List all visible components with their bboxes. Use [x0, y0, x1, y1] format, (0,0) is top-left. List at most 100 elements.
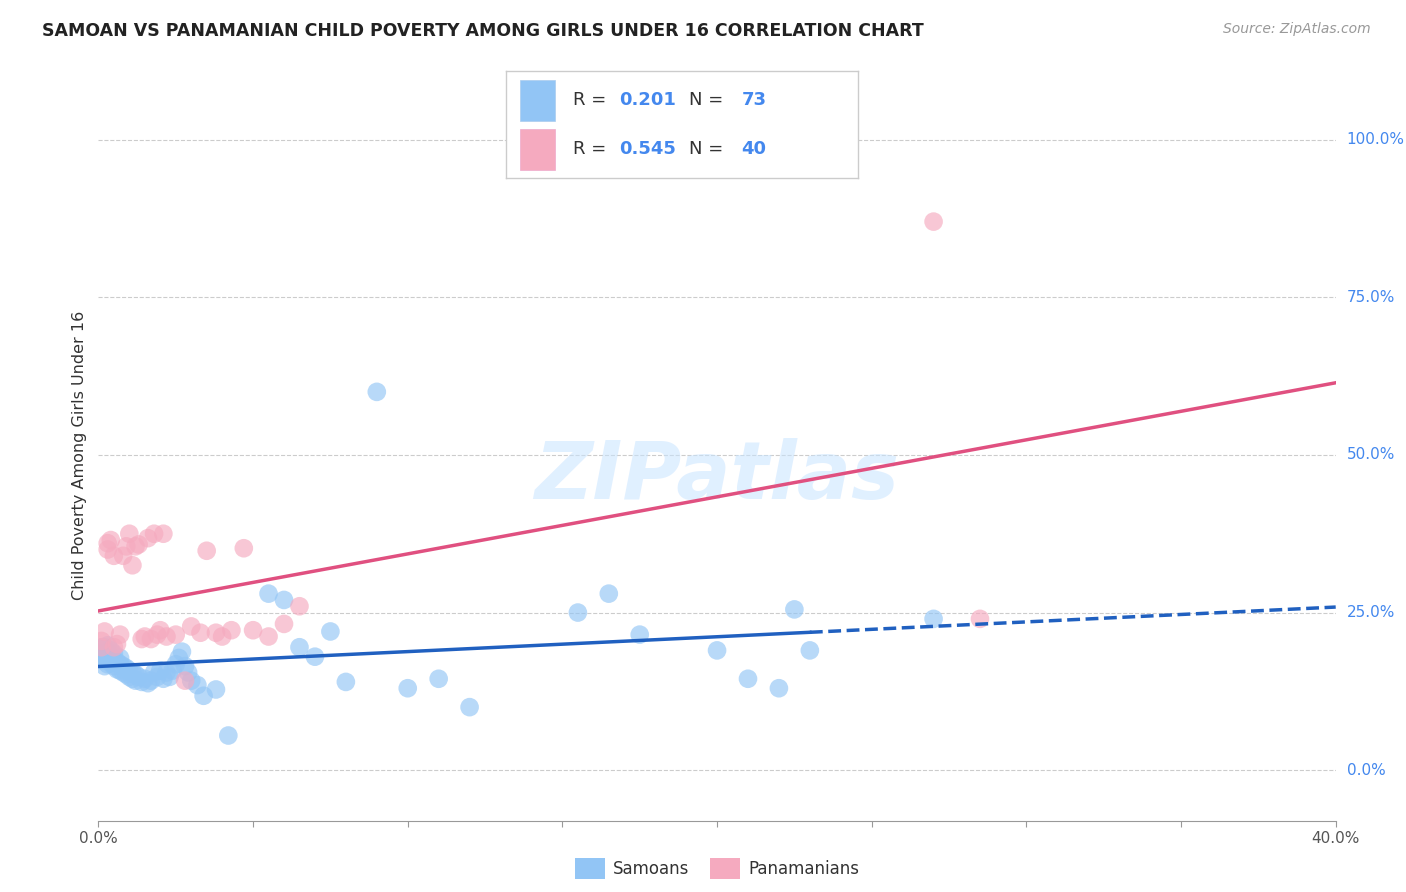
Point — [458, 700, 481, 714]
Point — [97, 542, 120, 557]
Point — [136, 531, 159, 545]
Point — [139, 632, 162, 646]
Point — [90, 640, 112, 655]
Point — [155, 630, 177, 644]
Point — [112, 665, 135, 680]
Point — [131, 632, 153, 646]
Point — [134, 630, 156, 644]
Point — [143, 526, 166, 541]
Point — [134, 672, 156, 686]
Point — [118, 526, 141, 541]
Point — [105, 637, 128, 651]
Point — [273, 593, 295, 607]
Point — [969, 612, 991, 626]
Point — [170, 645, 193, 659]
Point — [257, 630, 280, 644]
Text: N =: N = — [689, 91, 728, 109]
Point — [121, 672, 143, 686]
Text: R =: R = — [574, 141, 612, 159]
Point — [706, 643, 728, 657]
Point — [131, 674, 153, 689]
Point — [221, 624, 243, 638]
Point — [93, 653, 115, 667]
Point — [232, 541, 254, 556]
FancyBboxPatch shape — [520, 129, 555, 169]
Legend: Samoans, Panamanians: Samoans, Panamanians — [568, 852, 866, 886]
Point — [288, 640, 311, 655]
Point — [737, 672, 759, 686]
Point — [121, 558, 143, 573]
Text: N =: N = — [689, 141, 728, 159]
Point — [124, 539, 146, 553]
Text: Source: ZipAtlas.com: Source: ZipAtlas.com — [1223, 22, 1371, 37]
Point — [180, 673, 202, 688]
Point — [242, 624, 264, 638]
Point — [112, 549, 135, 563]
Point — [100, 643, 122, 657]
Text: 100.0%: 100.0% — [1347, 132, 1405, 147]
Text: 40: 40 — [742, 141, 766, 159]
Point — [100, 656, 122, 670]
Point — [768, 681, 790, 696]
Point — [922, 214, 945, 228]
Point — [105, 662, 128, 676]
Point — [427, 672, 450, 686]
Point — [177, 665, 200, 680]
Point — [108, 664, 131, 678]
Text: SAMOAN VS PANAMANIAN CHILD POVERTY AMONG GIRLS UNDER 16 CORRELATION CHART: SAMOAN VS PANAMANIAN CHILD POVERTY AMONG… — [42, 22, 924, 40]
Point — [97, 657, 120, 672]
Point — [93, 647, 115, 661]
Point — [211, 630, 233, 644]
Point — [124, 673, 146, 688]
Point — [174, 673, 197, 688]
Point — [149, 664, 172, 678]
Point — [108, 627, 131, 641]
Point — [598, 587, 620, 601]
Point — [273, 616, 295, 631]
Point — [165, 627, 187, 641]
Point — [165, 657, 187, 672]
Point — [628, 627, 651, 641]
Point — [205, 682, 228, 697]
Point — [174, 659, 197, 673]
Point — [97, 536, 120, 550]
Text: 73: 73 — [742, 91, 766, 109]
Point — [112, 659, 135, 673]
Point — [97, 645, 120, 659]
Point — [922, 612, 945, 626]
Point — [136, 676, 159, 690]
Point — [396, 681, 419, 696]
Point — [217, 729, 239, 743]
Point — [128, 670, 150, 684]
Point — [103, 549, 125, 563]
Point — [97, 638, 120, 652]
Point — [103, 647, 125, 661]
Point — [186, 678, 208, 692]
Point — [146, 670, 169, 684]
Point — [155, 665, 177, 680]
Point — [90, 640, 112, 655]
Text: 0.545: 0.545 — [619, 141, 675, 159]
Point — [100, 533, 122, 547]
Point — [118, 670, 141, 684]
Point — [90, 634, 112, 648]
Point — [152, 672, 174, 686]
Point — [103, 659, 125, 673]
Point — [162, 664, 184, 678]
Point — [115, 661, 138, 675]
Point — [366, 384, 388, 399]
Point — [108, 651, 131, 665]
Point — [118, 664, 141, 678]
Text: 50.0%: 50.0% — [1347, 448, 1395, 462]
Point — [159, 670, 181, 684]
Point — [90, 647, 112, 661]
Point — [288, 599, 311, 614]
Point — [93, 640, 115, 655]
Point — [103, 640, 125, 655]
Point — [149, 624, 172, 638]
Text: 0.0%: 0.0% — [1347, 763, 1385, 778]
Y-axis label: Child Poverty Among Girls Under 16: Child Poverty Among Girls Under 16 — [72, 310, 87, 599]
Point — [146, 627, 169, 641]
Text: 25.0%: 25.0% — [1347, 605, 1395, 620]
Point — [799, 643, 821, 657]
